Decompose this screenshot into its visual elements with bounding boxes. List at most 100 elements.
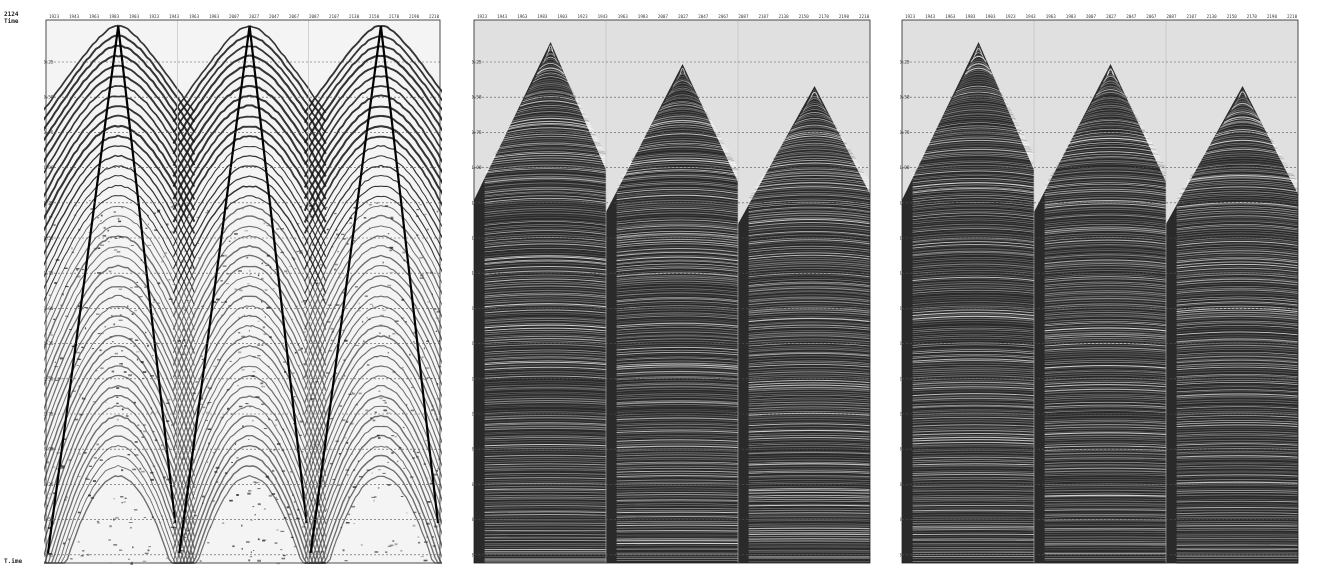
- reflector-event: [484, 388, 607, 392]
- reflector-event: [616, 312, 739, 317]
- noise-speck: [313, 443, 316, 446]
- reflector-event: [912, 381, 1035, 385]
- noise-speck: [272, 288, 275, 290]
- time-label-left: 3.25: [472, 482, 482, 488]
- reflector-event: [675, 75, 691, 83]
- noise-speck: [183, 533, 187, 535]
- reflector-event: [748, 403, 871, 407]
- noise-speck: [398, 447, 402, 449]
- noise-speck: [84, 307, 88, 309]
- reflector-event: [484, 256, 607, 261]
- reflector-event: [748, 340, 871, 345]
- reflector-event: [1200, 153, 1285, 160]
- reflector-event: [939, 117, 1019, 124]
- reflector-event: [1176, 302, 1299, 307]
- reflector-event: [484, 382, 607, 386]
- first-break-right: [379, 25, 440, 524]
- gather-body: [474, 42, 606, 563]
- reflector-event: [1044, 295, 1167, 301]
- reflector-event: [484, 485, 607, 488]
- reflector-event: [1176, 420, 1299, 423]
- noise-speck: [297, 508, 300, 511]
- reflector-event: [524, 91, 577, 98]
- reflector-event: [1044, 349, 1167, 353]
- reflector-event: [912, 305, 1035, 310]
- reflector-event: [616, 221, 739, 228]
- reflector-event: [629, 157, 736, 164]
- noise-speck: [346, 420, 349, 423]
- reflector-event: [1176, 374, 1299, 378]
- noise-speck: [207, 402, 212, 403]
- moveout-curve: [172, 354, 250, 501]
- reflector-event: [1207, 142, 1278, 149]
- reflector-event: [616, 192, 739, 198]
- noise-speck: [61, 466, 65, 469]
- reflector-event: [542, 56, 559, 64]
- noise-speck: [372, 305, 374, 307]
- reflector-event: [484, 173, 607, 180]
- noise-speck: [280, 530, 285, 532]
- noise-speck: [216, 481, 219, 483]
- noise-speck: [296, 250, 300, 253]
- noise-speck: [116, 251, 121, 253]
- moveout-curve: [249, 104, 327, 200]
- noise-speck: [417, 536, 420, 538]
- reflector-event: [616, 356, 739, 360]
- trace-label: 2007: [1086, 14, 1097, 19]
- reflector-event: [748, 384, 871, 388]
- noise-speck: [202, 502, 204, 504]
- reflector-event: [1046, 177, 1167, 183]
- reflector-event: [1176, 489, 1299, 492]
- noise-speck: [135, 339, 139, 341]
- reflector-event: [1044, 232, 1167, 238]
- reflector-event: [1176, 278, 1299, 284]
- reflector-event: [1176, 397, 1299, 400]
- reflector-event: [912, 243, 1035, 249]
- trace-label: 2170: [819, 14, 830, 19]
- noise-speck: [436, 469, 438, 472]
- noise-speck: [113, 544, 118, 546]
- reflector-event: [1044, 361, 1167, 365]
- reflector-event: [484, 239, 607, 245]
- noise-speck: [313, 207, 316, 209]
- noise-speck: [130, 517, 132, 519]
- reflector-event: [1077, 122, 1144, 129]
- reflector-event: [1044, 375, 1167, 378]
- reflector-event: [963, 69, 994, 77]
- time-label-left: 0.75: [472, 130, 482, 136]
- noise-speck: [48, 203, 52, 206]
- reflector-event: [1176, 349, 1299, 353]
- noise-speck: [183, 329, 185, 331]
- reflector-event: [912, 349, 1035, 353]
- moveout-curve: [117, 384, 196, 537]
- reflector-event: [484, 443, 607, 447]
- reflector-event: [637, 144, 728, 150]
- reflector-event: [912, 518, 1035, 520]
- noise-speck: [423, 559, 428, 562]
- reflector-event: [484, 479, 607, 482]
- noise-speck: [99, 459, 103, 461]
- moveout-curve: [303, 85, 382, 178]
- noise-speck: [49, 493, 51, 495]
- noise-speck: [192, 392, 196, 394]
- moveout-curve: [380, 54, 442, 122]
- reflector-event: [912, 188, 1035, 194]
- noise-speck: [216, 298, 220, 301]
- noise-speck: [340, 233, 345, 235]
- noise-speck: [145, 331, 147, 334]
- noise-speck: [392, 333, 396, 335]
- reflector-event: [748, 451, 871, 455]
- reflector-event: [912, 487, 1035, 490]
- reflector-event: [484, 469, 607, 472]
- moveout-curve: [380, 284, 442, 376]
- noise-speck: [96, 313, 100, 315]
- noise-speck: [100, 367, 104, 369]
- noise-speck: [334, 268, 337, 271]
- reflector-event: [665, 94, 700, 101]
- reflector-event: [484, 224, 607, 229]
- reflector-event: [1044, 329, 1167, 334]
- reflector-event: [748, 348, 871, 353]
- reflector-event: [616, 251, 739, 257]
- noise-speck: [161, 515, 163, 517]
- reflector-event: [1176, 461, 1299, 464]
